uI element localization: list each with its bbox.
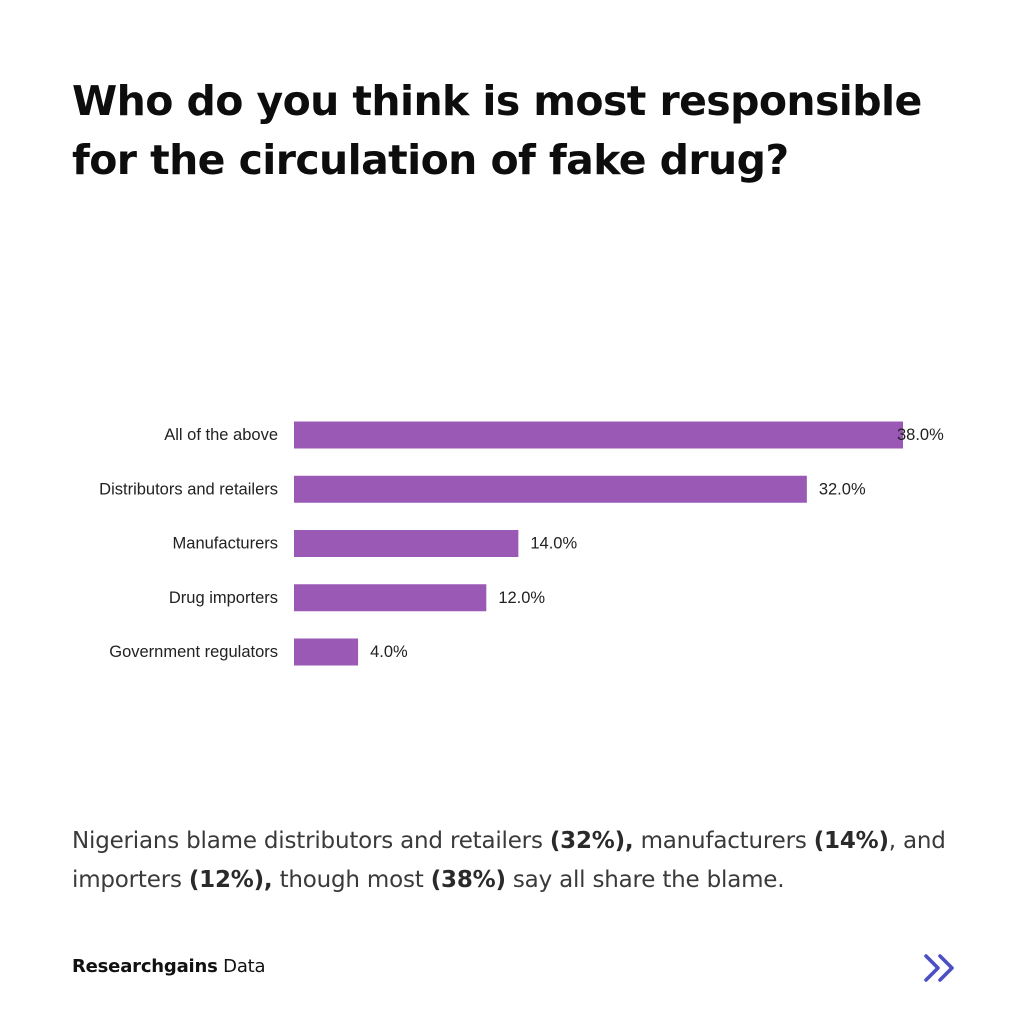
caption-text: though most — [272, 867, 431, 893]
bar — [294, 584, 487, 612]
category-label: Distributors and retailers — [99, 480, 278, 498]
chart-bars — [294, 421, 903, 666]
chart-value-labels: 38.0% 32.0% 14.0% 12.0% 4.0% — [370, 426, 944, 661]
caption-highlight: (38%) — [430, 867, 506, 893]
source-credit: Researchgains Data — [72, 955, 266, 979]
category-label: Manufacturers — [173, 535, 278, 553]
chart-category-labels: All of the above Distributors and retaile… — [99, 426, 278, 661]
bar — [294, 530, 519, 557]
caption-text: say all share the blame. — [505, 867, 785, 893]
brand-suffix: Data — [217, 956, 266, 977]
caption-highlight: (14%) — [813, 828, 889, 854]
page-title: Who do you think is most responsible for… — [72, 77, 922, 184]
summary-caption: Nigerians blame distributors and retaile… — [72, 822, 952, 900]
caption-text: Nigerians blame distributors and retaile… — [72, 828, 550, 854]
double-chevron-right-icon[interactable] — [920, 950, 960, 986]
bar — [294, 475, 807, 503]
value-label: 4.0% — [370, 643, 408, 661]
category-label: Government regulators — [109, 643, 278, 661]
bar — [294, 421, 903, 449]
category-label: All of the above — [164, 426, 278, 444]
bar — [294, 638, 359, 666]
value-label: 38.0% — [897, 426, 944, 444]
value-label: 14.0% — [530, 535, 577, 553]
brand-name: Researchgains — [72, 956, 218, 977]
caption-highlight: (32%), — [549, 828, 634, 854]
caption-text: , and importers — [72, 828, 946, 893]
caption-text: manufacturers — [633, 828, 814, 854]
value-label: 12.0% — [498, 589, 545, 607]
category-label: Drug importers — [169, 589, 278, 607]
value-label: 32.0% — [819, 480, 866, 498]
caption-highlight: (12%), — [188, 867, 273, 893]
